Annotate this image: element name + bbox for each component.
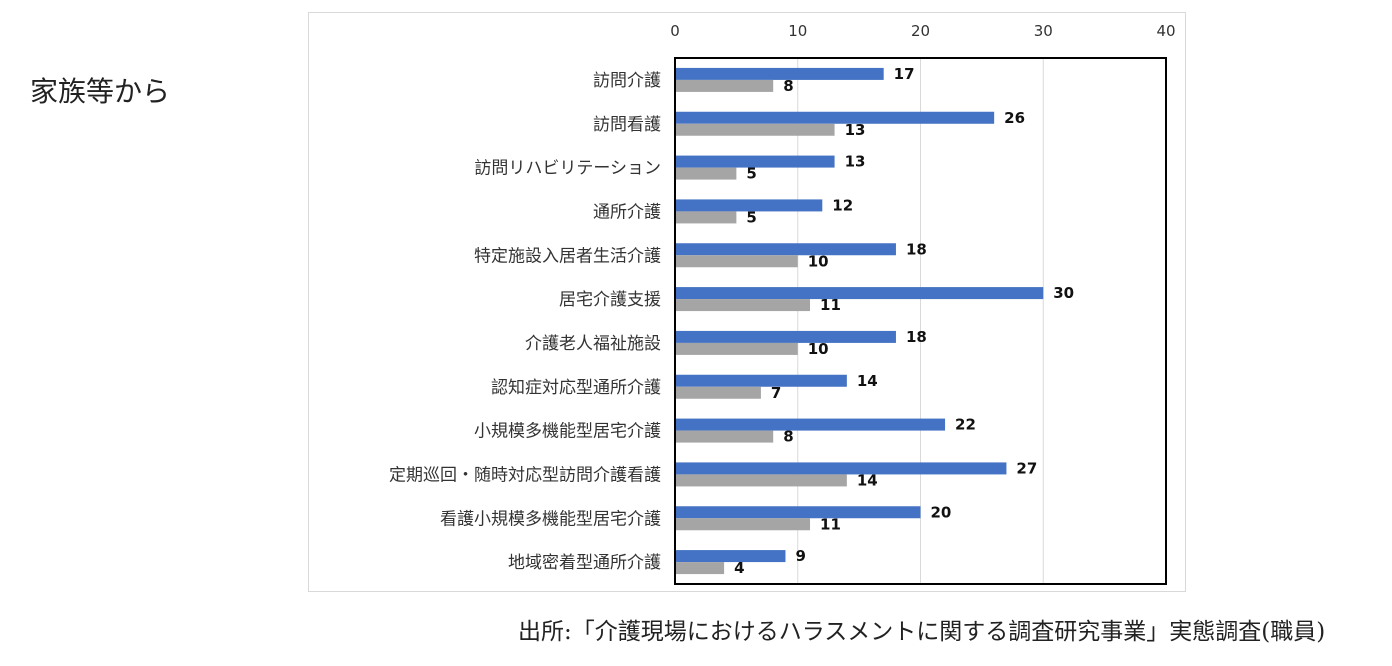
data-label: 4: [734, 559, 744, 577]
bar-series1: [675, 111, 995, 124]
category-label: 看護小規模多機能型居宅介護: [440, 509, 661, 529]
data-label: 7: [771, 384, 781, 402]
category-label: 訪問介護: [593, 71, 661, 91]
category-label: 通所介護: [593, 202, 661, 222]
bar-series2: [675, 342, 798, 355]
category-label: 特定施設入居者生活介護: [474, 246, 661, 266]
category-label: 定期巡回・随時対応型訪問介護看護: [389, 465, 661, 485]
data-label: 14: [857, 471, 878, 489]
bar-series1: [675, 199, 823, 212]
bar-series2: [675, 123, 835, 136]
bar-chart: 0 10 20 30 40 訪問介護 17 8 訪問看護 26 13 訪問リハビリテーション 13 5 通所…: [389, 22, 1176, 585]
bar-series1: [675, 506, 921, 519]
category-label: 訪問リハビリテーション: [474, 159, 661, 179]
data-label: 30: [1053, 284, 1074, 302]
data-label: 8: [783, 428, 793, 446]
bar-series2: [675, 386, 761, 399]
data-label: 20: [931, 503, 952, 521]
data-label: 18: [906, 328, 927, 346]
data-label: 26: [1004, 109, 1025, 127]
category-label: 訪問看護: [593, 115, 661, 135]
bar-series1: [675, 374, 847, 387]
bar-series2: [675, 562, 725, 575]
bar-series1: [675, 287, 1044, 300]
data-label: 9: [795, 547, 805, 565]
bar-series2: [675, 430, 774, 443]
data-label: 13: [845, 121, 866, 139]
side-label: 家族等から: [30, 75, 171, 108]
bar-series2: [675, 255, 798, 268]
data-label: 13: [845, 153, 866, 171]
data-label: 11: [820, 296, 841, 314]
plot-area-border: [674, 57, 1167, 585]
data-label: 10: [808, 340, 829, 358]
data-label: 18: [906, 240, 927, 258]
x-tick-label: 30: [1034, 22, 1053, 40]
bar-series1: [675, 330, 896, 343]
bar-series1: [675, 418, 946, 431]
bar-series2: [675, 211, 737, 224]
bar-series2: [675, 79, 774, 92]
x-tick-label: 10: [788, 22, 807, 40]
data-label: 5: [746, 208, 756, 226]
chart-frame: 0 10 20 30 40 訪問介護 17 8 訪問看護 26 13 訪問リハビリテーション 13 5 通所…: [308, 12, 1186, 592]
category-label: 小規模多機能型居宅介護: [474, 422, 661, 442]
bar-series2: [675, 167, 737, 180]
bar-series1: [675, 462, 1007, 475]
data-label: 12: [832, 196, 853, 214]
x-tick-label: 20: [911, 22, 930, 40]
category-label: 居宅介護支援: [559, 290, 661, 310]
bar-series2: [675, 299, 811, 312]
bar-series1: [675, 155, 835, 168]
data-label: 8: [783, 77, 793, 95]
data-label: 27: [1016, 459, 1037, 477]
bar-series1: [675, 243, 896, 256]
data-label: 14: [857, 372, 878, 390]
bar-series2: [675, 518, 811, 531]
source-note: 出所:「介護現場におけるハラスメントに関する調査研究事業」実態調査(職員): [518, 619, 1326, 645]
data-label: 5: [746, 165, 756, 183]
bar-series1: [675, 550, 786, 563]
category-label: 地域密着型通所介護: [508, 553, 661, 573]
data-label: 10: [808, 252, 829, 270]
category-label: 介護老人福祉施設: [525, 334, 661, 354]
x-tick-label: 0: [670, 22, 680, 40]
category-label: 認知症対応型通所介護: [491, 378, 661, 398]
x-tick-label: 40: [1156, 22, 1175, 40]
data-label: 11: [820, 515, 841, 533]
bar-series2: [675, 474, 847, 487]
data-label: 17: [894, 65, 915, 83]
bar-series1: [675, 67, 884, 80]
data-label: 22: [955, 416, 976, 434]
